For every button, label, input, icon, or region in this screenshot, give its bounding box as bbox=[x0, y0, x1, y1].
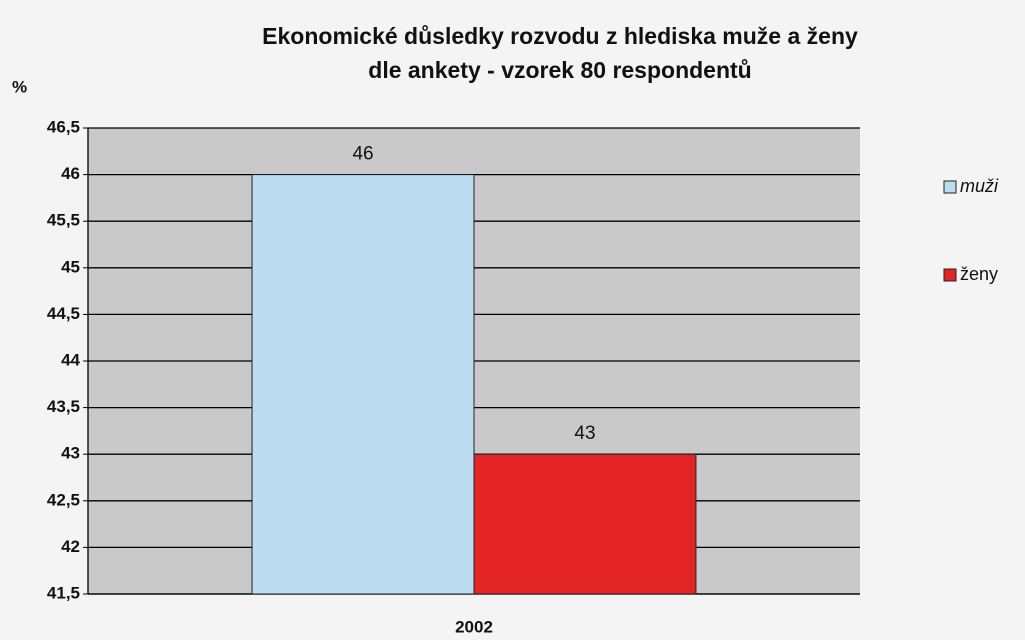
y-tick-label: 45 bbox=[61, 257, 80, 276]
legend-swatch bbox=[943, 180, 957, 194]
chart-title: dle ankety - vzorek 80 respondentů bbox=[368, 57, 751, 83]
y-tick-label: 46 bbox=[61, 164, 80, 183]
y-tick-label: 44 bbox=[61, 350, 80, 369]
y-tick-label: 42,5 bbox=[47, 490, 80, 509]
y-tick-label: 41,5 bbox=[47, 583, 80, 602]
legend-label: ženy bbox=[960, 264, 998, 284]
legend-swatch bbox=[943, 268, 957, 282]
legend-label: muži bbox=[960, 176, 999, 196]
value-label: 43 bbox=[574, 423, 595, 444]
y-axis-label: % bbox=[12, 77, 27, 96]
y-tick-label: 43,5 bbox=[47, 397, 80, 416]
y-tick-label: 46,5 bbox=[47, 117, 80, 136]
chart-title: Ekonomické důsledky rozvodu z hlediska m… bbox=[262, 23, 858, 49]
y-tick-label: 45,5 bbox=[47, 211, 80, 230]
y-tick-label: 44,5 bbox=[47, 304, 80, 323]
x-tick-label: 2002 bbox=[455, 617, 493, 636]
value-label: 46 bbox=[352, 144, 373, 165]
bar bbox=[473, 453, 697, 595]
bar bbox=[251, 174, 475, 595]
y-tick-label: 42 bbox=[61, 537, 80, 556]
y-tick-label: 43 bbox=[61, 444, 80, 463]
